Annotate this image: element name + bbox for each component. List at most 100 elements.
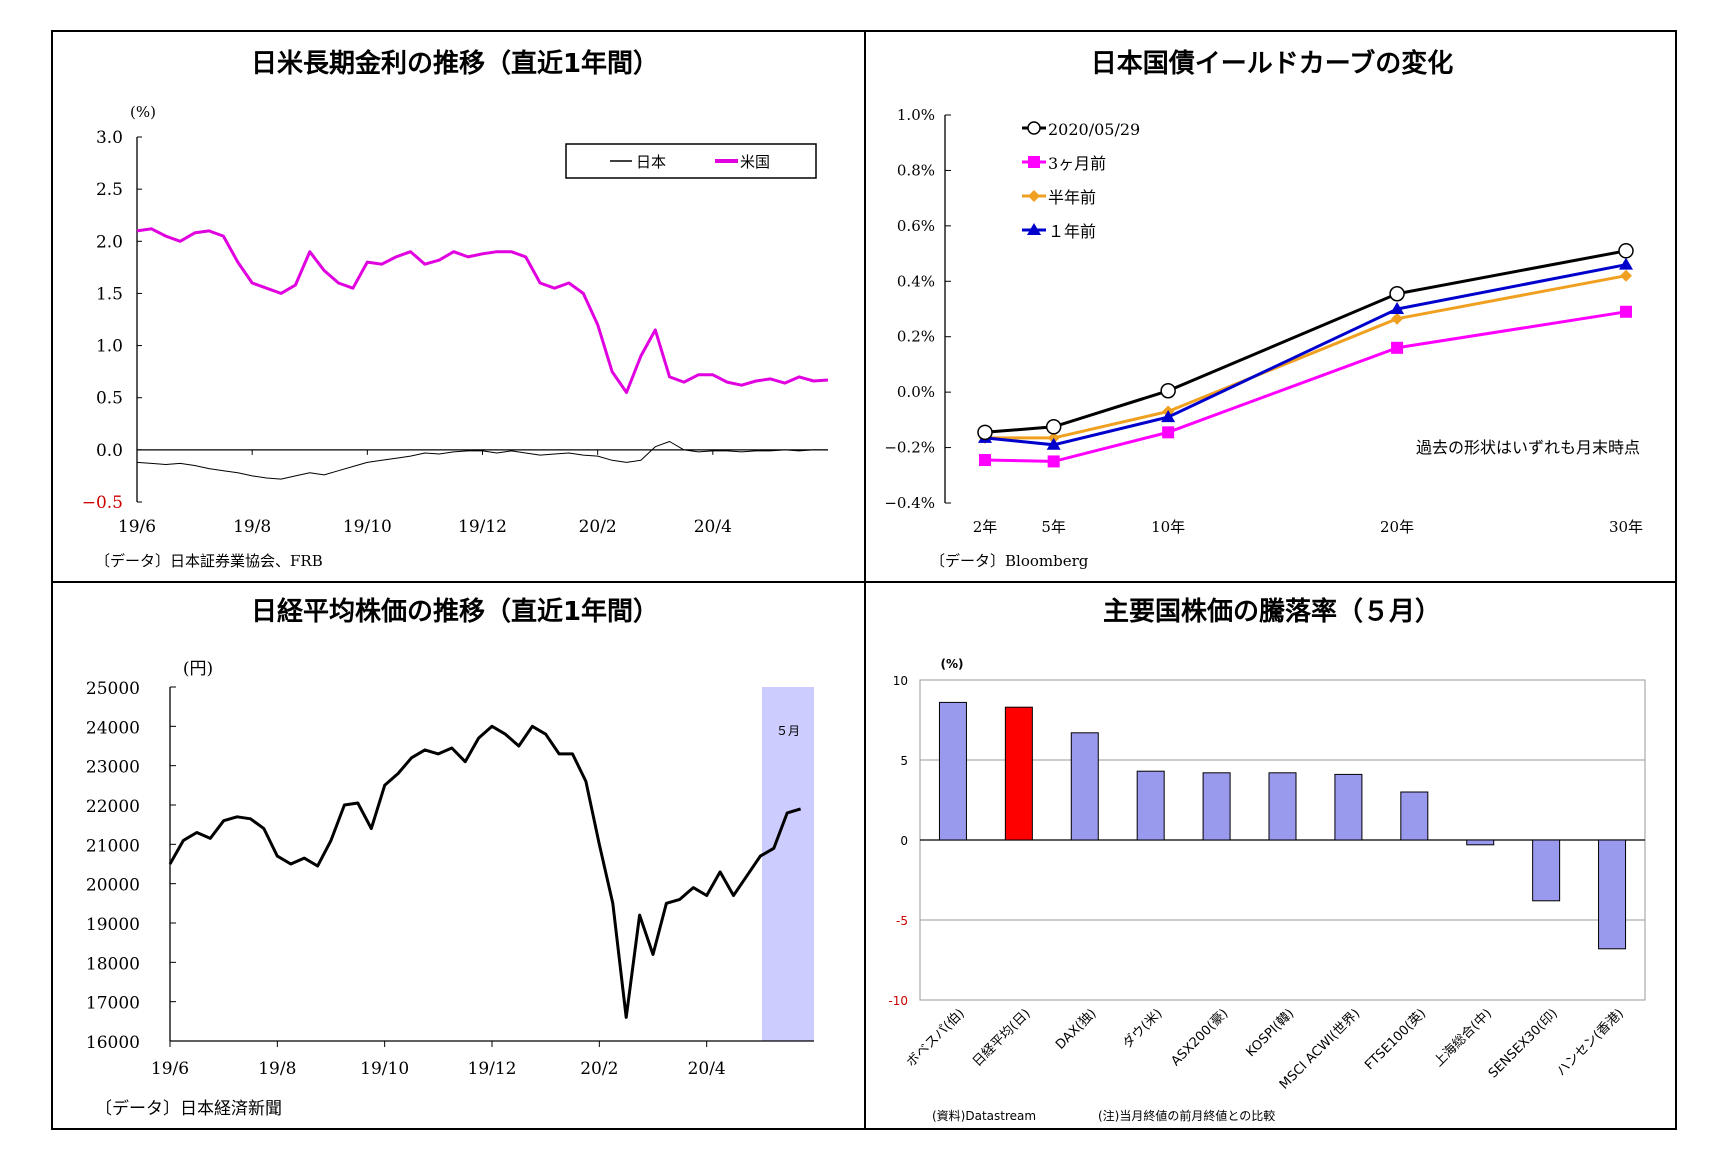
yield-ytick-label: −0.2% [884, 439, 935, 457]
yield-marker-1y [1390, 302, 1405, 314]
yield-annotation: 過去の形状はいずれも月末時点 [1416, 438, 1640, 457]
yield-marker-latest [1160, 383, 1176, 399]
nikkei-may-band-rect [762, 687, 814, 1041]
index-ytick-label: -5 [896, 914, 908, 928]
index-title: 主要国株価の騰落率（５月） [1103, 596, 1441, 627]
yield-ytick-label: 0.2% [897, 328, 935, 346]
yield-xtick-label: 30年 [1609, 518, 1643, 536]
rates-title: 日米長期金利の推移（直近1年間） [251, 48, 659, 79]
yield-xtick-label: 20年 [1380, 518, 1414, 536]
rates-xtick-label: 19/8 [233, 517, 271, 537]
nikkei-axes: 25000 24000 23000 22000 21000 20000 19000 18000… [86, 679, 814, 1079]
index-category-label: SENSEX30(印) [1486, 1006, 1561, 1081]
yield-title: 日本国債イールドカーブの変化 [1091, 48, 1453, 79]
panel-index-changes: 主要国株価の騰落率（５月） (%) 10 5 0 -5 -10 ボベスパ(伯) 日経平均(… [888, 596, 1646, 1123]
rates-legend-japan: 日本 [636, 153, 666, 171]
yield-marker-3m [1620, 305, 1632, 318]
index-bar [1598, 839, 1627, 950]
yield-marker-latest [1389, 286, 1405, 302]
index-category-label: KOSPI(韓) [1243, 1006, 1297, 1060]
yield-marker-latest [1045, 419, 1062, 435]
yield-ytick-label: 1.0% [897, 106, 935, 124]
index-bar [1004, 706, 1033, 841]
index-category-label: ハンセン(香港) [1554, 1006, 1627, 1079]
rates-ylabel: (%) [130, 103, 156, 121]
nikkei-xtick-label: 19/12 [468, 1059, 517, 1079]
nikkei-xtick-label: 20/2 [580, 1059, 618, 1079]
yield-series [977, 243, 1634, 468]
yield-marker-3m [1391, 341, 1404, 354]
rates-ytick-label: 0.5 [96, 389, 123, 409]
index-bar [938, 701, 967, 841]
index-category-label: DAX(独) [1053, 1006, 1099, 1052]
rates-us-line [136, 227, 829, 394]
index-source: (資料)Datastream [932, 1109, 1036, 1123]
index-bar [1532, 839, 1561, 902]
index-category-label: ダウ(米) [1120, 1006, 1165, 1051]
nikkei-ytick-label: 24000 [86, 718, 140, 738]
rates-ytick-label: 0.0 [96, 441, 123, 461]
yield-legend-label: 3ヶ月前 [1048, 154, 1106, 173]
index-category-label: FTSE100(英) [1362, 1006, 1429, 1073]
yield-marker-latest [1618, 243, 1634, 259]
rates-ytick-label: 2.5 [96, 180, 123, 200]
yield-legend-marker [1028, 156, 1040, 168]
yield-line-2 [985, 274, 1627, 440]
rates-series [136, 227, 829, 480]
nikkei-ytick-label: 20000 [86, 876, 140, 896]
index-category-labels: ボベスパ(伯) 日経平均(日) DAX(独) ダウ(米) ASX200(豪) KOSPI(… [904, 1006, 1627, 1093]
rates-legend-box [565, 143, 817, 179]
yield-legend-label: 2020/05/29 [1048, 120, 1140, 139]
rates-xtick-label: 19/6 [118, 517, 156, 537]
panel-rates: 日米長期金利の推移（直近1年間） (%) 3.0 2.5 2.0 1.5 1.0 0.5 0… [82, 48, 829, 570]
nikkei-xtick-label: 19/10 [360, 1059, 409, 1079]
yield-line-0 [984, 249, 1627, 434]
index-bars [938, 701, 1627, 950]
index-bar [1136, 770, 1165, 841]
yield-xtick-label: 10年 [1151, 518, 1185, 536]
nikkei-ytick-label: 21000 [86, 836, 140, 856]
yield-source: 〔データ〕Bloomberg [930, 552, 1089, 570]
index-category-label: ボベスパ(伯) [904, 1006, 968, 1070]
nikkei-may-band-label: ５月 [776, 724, 800, 738]
yield-ytick-label: 0.4% [897, 272, 935, 290]
nikkei-series [168, 724, 802, 1019]
yield-marker-6m [1391, 312, 1404, 325]
yield-legend-marker [1028, 190, 1040, 202]
rates-ytick-label: −0.5 [82, 493, 123, 513]
yield-marker-latest [977, 424, 993, 441]
index-bar [1202, 772, 1231, 841]
index-ytick-label: -10 [888, 994, 908, 1008]
rates-xtick-label: 19/12 [458, 517, 507, 537]
yield-marker-6m [1620, 269, 1632, 282]
nikkei-xtick-label: 19/8 [258, 1059, 296, 1079]
yield-ytick-label: 0.8% [897, 161, 935, 179]
rates-ytick-label: 3.0 [96, 128, 123, 148]
index-ytick-label: 5 [900, 754, 908, 768]
nikkei-ytick-label: 17000 [86, 994, 140, 1014]
yield-ytick-label: −0.4% [884, 494, 935, 512]
yield-marker-1y [1046, 437, 1061, 450]
index-bar [1070, 732, 1099, 841]
yield-ytick-label: 0.6% [897, 217, 935, 235]
yield-legend-label: 半年前 [1048, 188, 1096, 207]
index-ylabel: (%) [941, 657, 964, 671]
index-ytick-label: 10 [893, 674, 908, 688]
yield-xtick-label: 2年 [973, 518, 998, 536]
nikkei-ytick-label: 18000 [86, 954, 140, 974]
index-footnote: (注)当月終値の前月終値との比較 [1098, 1108, 1275, 1123]
rates-xtick-label: 19/10 [343, 517, 392, 537]
rates-japan-line [136, 441, 828, 480]
rates-ytick-label: 1.5 [96, 284, 123, 304]
nikkei-ytick-label: 23000 [86, 758, 140, 778]
rates-axes: 3.0 2.5 2.0 1.5 1.0 0.5 0.0 −0.5 19/6 19/8 19/10 19… [82, 128, 828, 537]
rates-legend-us: 米国 [740, 153, 770, 171]
index-bar [1400, 791, 1429, 841]
yield-legend-marker [1027, 121, 1041, 135]
rates-source: 〔データ〕日本証券業協会、FRB [95, 552, 323, 570]
rates-xtick-label: 20/4 [694, 517, 732, 537]
yield-marker-3m [1162, 426, 1175, 439]
nikkei-xtick-label: 20/4 [688, 1059, 726, 1079]
yield-marker-1y [1161, 410, 1176, 423]
